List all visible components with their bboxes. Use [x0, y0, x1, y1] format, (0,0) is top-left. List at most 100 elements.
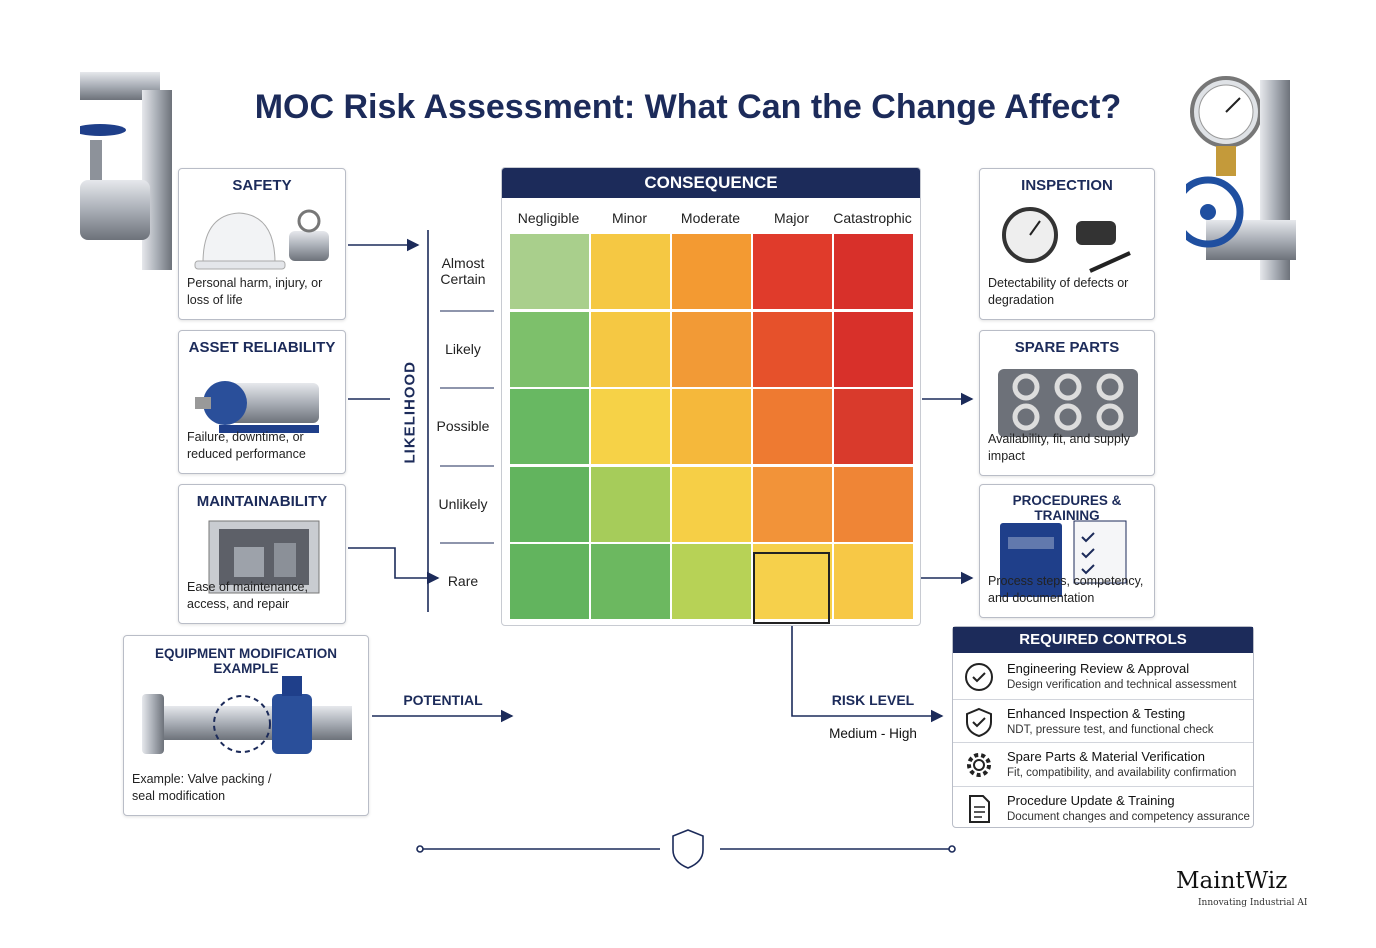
risk-cell — [834, 311, 913, 387]
likelihood-label: LIKELIHOOD — [401, 361, 419, 464]
control-item: Spare Parts & Material Verification Fit, … — [953, 742, 1253, 787]
icon — [998, 369, 1138, 437]
risk-cell — [753, 311, 832, 387]
control-icon — [969, 794, 990, 823]
card-description: Process steps, competency, and documenta… — [988, 574, 1144, 606]
risk-cell — [672, 544, 751, 620]
example-description: Example: Valve packing / seal modificati… — [132, 772, 272, 804]
control-icon-wrap — [963, 706, 995, 743]
card-title: SAFETY — [232, 177, 292, 194]
risk-cell — [510, 234, 589, 309]
risk-cell — [591, 544, 670, 620]
card-title: INSPECTION — [1021, 177, 1113, 194]
pipe-decoration — [80, 72, 172, 270]
card-description: Detectability of defects or degradation — [988, 276, 1129, 308]
control-title: Engineering Review & Approval — [1007, 661, 1190, 676]
divider-end — [416, 845, 424, 853]
highlight-cell — [753, 552, 830, 624]
info-card: INSPECTION Detectability of defects or de… — [979, 168, 1155, 320]
risk-cell — [834, 544, 913, 620]
card-title: SPARE PARTS — [1014, 339, 1120, 356]
control-item: Engineering Review & Approval Design veri… — [953, 655, 1253, 699]
risk-cell — [591, 466, 670, 542]
icon — [208, 520, 320, 594]
card-illustration — [990, 201, 1144, 273]
control-icon-wrap — [963, 661, 995, 698]
control-icon — [967, 753, 991, 777]
risk-level-value: Medium - High — [829, 726, 917, 741]
control-title: Procedure Update & Training — [1007, 792, 1175, 808]
card-illustration — [189, 517, 335, 594]
icon — [195, 381, 319, 433]
control-title: Spare Parts & Material Verification — [1007, 749, 1205, 764]
card-illustration — [990, 363, 1144, 437]
column-label: Major — [773, 210, 809, 226]
card-description: Ease of maintenance, access, and repair — [187, 580, 308, 612]
controls-panel: REQUIRED CONTROLS Engineering Review & A… — [952, 626, 1254, 828]
risk-level-label: RISK LEVEL — [831, 692, 915, 708]
info-card: SAFETY Personal harm, injury, or loss of … — [178, 168, 346, 320]
arrow — [791, 626, 944, 723]
control-icon-wrap — [963, 793, 995, 830]
risk-cell — [510, 311, 589, 387]
risk-cell — [672, 234, 751, 309]
controls-title: REQUIRED CONTROLS — [953, 627, 1253, 653]
divider-end — [948, 845, 956, 853]
info-card: ASSET RELIABILITY Failure, downtime, or r… — [178, 330, 346, 474]
column-label: Negligible — [517, 210, 580, 226]
risk-cell — [672, 311, 751, 387]
card-title: MAINTAINABILITY — [196, 493, 328, 510]
control-title: Enhanced Inspection & Testing — [1007, 705, 1186, 721]
control-icon — [965, 663, 993, 691]
risk-cell — [834, 466, 913, 542]
card-title: PROCEDURES & TRAINING — [1012, 493, 1122, 523]
matrix-title: CONSEQUENCE — [502, 168, 920, 198]
risk-cell — [753, 544, 832, 620]
risk-cell — [672, 466, 751, 542]
control-description: NDT, pressure test, and functional check — [1007, 723, 1214, 736]
example-title: EQUIPMENT MODIFICATION EXAMPLE — [155, 646, 337, 676]
row-label: Likely — [445, 340, 481, 357]
title: MOC Risk Assessment: What Can the Change… — [254, 88, 1122, 126]
control-description: Document changes and competency assuranc… — [1007, 810, 1250, 823]
control-description: Fit, compatibility, and availability con… — [1007, 767, 1237, 779]
control-item: Enhanced Inspection & Testing NDT, pressu… — [953, 698, 1253, 744]
icon — [1002, 207, 1131, 273]
column-label: Moderate — [680, 210, 741, 226]
risk-matrix: CONSEQUENCE Negligible Minor Moderate Major… — [501, 167, 921, 626]
risk-cell — [834, 389, 913, 465]
risk-cell — [591, 311, 670, 387]
arrow — [348, 547, 440, 585]
risk-cell — [510, 544, 589, 620]
risk-cell — [672, 389, 751, 465]
control-item: Procedure Update & Training Document chan… — [953, 785, 1253, 831]
info-card: PROCEDURES & TRAINING Process steps, comp… — [979, 484, 1155, 618]
card-description: Failure, downtime, or reduced performanc… — [187, 430, 306, 462]
control-icon — [966, 707, 992, 737]
control-icon-wrap — [963, 749, 995, 786]
column-label: Catastrophic — [833, 210, 912, 226]
row-label: Almost Certain — [440, 255, 486, 287]
risk-cell — [591, 234, 670, 309]
shield-icon — [672, 829, 704, 869]
icon — [1000, 520, 1127, 599]
potential-label: POTENTIAL — [403, 692, 483, 708]
control-description: Design verification and technical assess… — [1007, 679, 1237, 691]
card-illustration — [990, 517, 1144, 599]
row-label: Possible — [436, 418, 490, 435]
info-card: SPARE PARTS Availability, fit, and supply… — [979, 330, 1155, 476]
logo-tagline: Innovating Industrial AI — [1198, 898, 1308, 908]
info-card: MAINTAINABILITY Ease of maintenance, acce… — [178, 484, 346, 624]
risk-cell — [834, 234, 913, 309]
pipe-decoration — [1186, 76, 1296, 280]
card-description: Availability, fit, and supply impact — [988, 432, 1130, 464]
risk-cell — [753, 389, 832, 465]
icon — [194, 209, 329, 270]
risk-cell — [510, 466, 589, 542]
risk-cell — [753, 466, 832, 542]
card-title: ASSET RELIABILITY — [188, 339, 336, 356]
example-card: EQUIPMENT MODIFICATION EXAMPLE Example: … — [123, 635, 369, 816]
card-description: Personal harm, injury, or loss of life — [187, 276, 323, 308]
